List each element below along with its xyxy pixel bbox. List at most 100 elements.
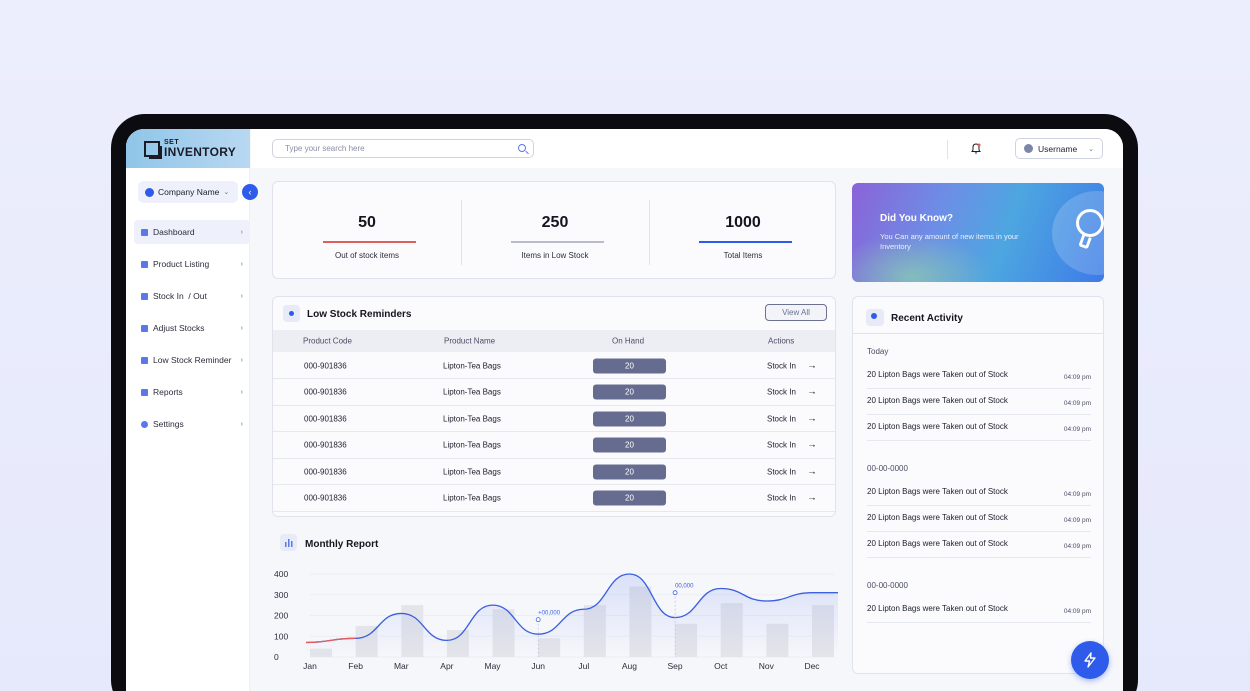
product-name: Lipton-Tea Bags xyxy=(443,387,501,397)
stock-in-link[interactable]: Stock In xyxy=(767,493,796,503)
sidebar-nav: Dashboard › Product Listing › Stock In /… xyxy=(134,220,250,444)
activity-time: 04:09 pm xyxy=(1063,543,1091,550)
stat-value: 50 xyxy=(358,214,376,231)
series-line-low-segment xyxy=(305,637,356,644)
divider xyxy=(947,140,948,159)
activity-item[interactable]: 20 Lipton Bags were Taken out of Stock 04… xyxy=(867,415,1091,441)
activity-item[interactable]: 20 Lipton Bags were Taken out of Stock 04… xyxy=(867,532,1091,558)
stock-in-link[interactable]: Stock In xyxy=(767,387,796,397)
on-hand-badge: 20 xyxy=(593,358,666,373)
stats-card: 50 Out of stock items 250 Items in Low S… xyxy=(272,181,836,279)
annotation-point xyxy=(535,617,541,623)
did-you-know-banner[interactable]: Did You Know? You Can any amount of new … xyxy=(852,183,1104,282)
stock-in-link[interactable]: Stock In xyxy=(767,440,796,450)
search-icon[interactable] xyxy=(518,144,526,152)
sidebar-item-settings[interactable]: Settings › xyxy=(134,412,250,436)
collapse-sidebar-button[interactable]: ‹ xyxy=(242,184,258,200)
stock-in-link[interactable]: Stock In xyxy=(767,414,796,423)
user-menu[interactable]: Username ⌄ xyxy=(1015,138,1103,159)
bell-icon[interactable] xyxy=(971,143,981,154)
table-row[interactable]: 000-901836 Lipton-Tea Bags 20 Stock In → xyxy=(273,459,835,485)
logo-mark-icon xyxy=(144,140,162,159)
y-tick-label: 0 xyxy=(274,652,279,662)
banner-text: You Can any amount of new items in your … xyxy=(880,232,1019,251)
table-row[interactable]: 000-901836 Lipton-Tea Bags 20 Stock In → xyxy=(273,380,835,406)
sidebar-item-reports[interactable]: Reports › xyxy=(134,380,250,404)
stat-low-stock[interactable]: 250 Items in Low Stock xyxy=(461,182,649,280)
list-icon xyxy=(141,260,148,268)
company-avatar xyxy=(145,187,154,197)
activity-item[interactable]: 20 Lipton Bags were Taken out of Stock 04… xyxy=(867,389,1091,415)
on-hand-badge: 20 xyxy=(593,411,666,426)
stat-label: Out of stock items xyxy=(334,251,400,260)
view-all-button[interactable]: View All xyxy=(765,304,827,321)
stock-in-link[interactable]: Stock In xyxy=(767,361,796,370)
activity-item[interactable]: 20 Lipton Bags were Taken out of Stock 04… xyxy=(867,506,1091,532)
product-code: 000-901836 xyxy=(304,440,347,450)
activity-text: 20 Lipton Bags were Taken out of Stock xyxy=(867,396,1008,405)
arrow-right-icon[interactable]: → xyxy=(807,439,817,451)
x-tick-label: Feb xyxy=(348,661,363,671)
sidebar-item-adjust-stocks[interactable]: Adjust Stocks › xyxy=(134,316,250,340)
column-header[interactable]: On Hand xyxy=(612,336,645,346)
stat-total-items[interactable]: 1000 Total Items xyxy=(649,182,837,280)
product-code: 000-901836 xyxy=(304,493,347,503)
stat-label: Total Items xyxy=(723,251,763,260)
sidebar-item-label: Settings xyxy=(153,419,184,429)
annotation-point xyxy=(672,590,678,596)
reminder-icon xyxy=(283,305,300,322)
table-row[interactable]: 000-901836 Lipton-Tea Bags 20 Stock In → xyxy=(273,353,835,379)
activity-icon xyxy=(866,309,884,326)
arrow-right-icon[interactable]: → xyxy=(807,492,817,504)
column-header[interactable]: Actions xyxy=(768,336,795,346)
company-selector[interactable]: Company Name ⌄ xyxy=(138,181,238,203)
activity-time: 04:09 pm xyxy=(1063,374,1091,381)
table-header: Product Code Product Name On Hand Action… xyxy=(273,330,835,352)
table-row[interactable]: 000-901836 Lipton-Tea Bags 20 Stock In → xyxy=(273,433,835,459)
banner-title: Did You Know? xyxy=(880,213,953,224)
arrow-right-icon[interactable]: → xyxy=(807,386,817,398)
sidebar-item-dashboard[interactable]: Dashboard › xyxy=(134,220,250,244)
search-input[interactable]: Type your search here xyxy=(272,139,534,158)
x-tick-label: Jul xyxy=(578,661,589,671)
arrow-right-icon[interactable]: → xyxy=(807,360,817,371)
column-header[interactable]: Product Name xyxy=(444,336,496,346)
chevron-down-icon: ⌄ xyxy=(1088,145,1094,153)
sidebar-item-label: Product Listing xyxy=(153,259,210,269)
y-tick-label: 100 xyxy=(274,631,288,641)
activity-time: 04:09 pm xyxy=(1063,608,1091,615)
stat-out-of-stock[interactable]: 50 Out of stock items xyxy=(273,182,461,280)
activity-group-label: 00-00-0000 xyxy=(867,464,908,473)
chevron-right-icon: › xyxy=(240,260,243,268)
sidebar-item-stock-in-out[interactable]: Stock In / Out › xyxy=(134,284,250,308)
arrow-right-icon[interactable]: → xyxy=(807,466,817,477)
sidebar-item-low-stock-reminder[interactable]: Low Stock Reminder › xyxy=(134,348,250,372)
table-row[interactable]: 000-901836 Lipton-Tea Bags 20 Stock In → xyxy=(273,406,835,432)
sidebar-item-product-listing[interactable]: Product Listing › xyxy=(134,252,250,276)
stat-bar xyxy=(699,241,792,243)
activity-time: 04:09 pm xyxy=(1063,426,1091,433)
app-logo[interactable]: SET INVENTORY xyxy=(126,129,250,168)
product-name: Lipton-Tea Bags xyxy=(443,361,501,370)
activity-item[interactable]: 20 Lipton Bags were Taken out of Stock 04… xyxy=(867,480,1091,506)
bar-chart-icon xyxy=(141,388,148,396)
activity-item[interactable]: 20 Lipton Bags were Taken out of Stock 04… xyxy=(867,363,1091,389)
section-title: Low Stock Reminders xyxy=(307,309,412,320)
activity-group-label: Today xyxy=(867,347,889,356)
stock-in-link[interactable]: Stock In xyxy=(767,467,796,476)
arrow-right-icon[interactable]: → xyxy=(807,413,817,424)
chevron-right-icon: › xyxy=(240,228,243,236)
username: Username xyxy=(1038,143,1078,154)
section-title: Monthly Report xyxy=(305,539,379,550)
lightning-action-button[interactable] xyxy=(1071,641,1109,679)
sidebar-item-label: Dashboard xyxy=(153,227,195,237)
activity-item[interactable]: 20 Lipton Bags were Taken out of Stock 04… xyxy=(867,597,1091,623)
chevron-right-icon: › xyxy=(240,356,243,364)
stat-bar xyxy=(511,241,604,243)
x-tick-label: Jun xyxy=(531,661,545,671)
table-row[interactable]: 000-901836 Lipton-Tea Bags 20 Stock In → xyxy=(273,486,835,512)
product-code: 000-901836 xyxy=(304,414,347,423)
column-header[interactable]: Product Code xyxy=(303,336,352,346)
line-area xyxy=(306,574,838,657)
activity-time: 04:09 pm xyxy=(1063,517,1091,524)
